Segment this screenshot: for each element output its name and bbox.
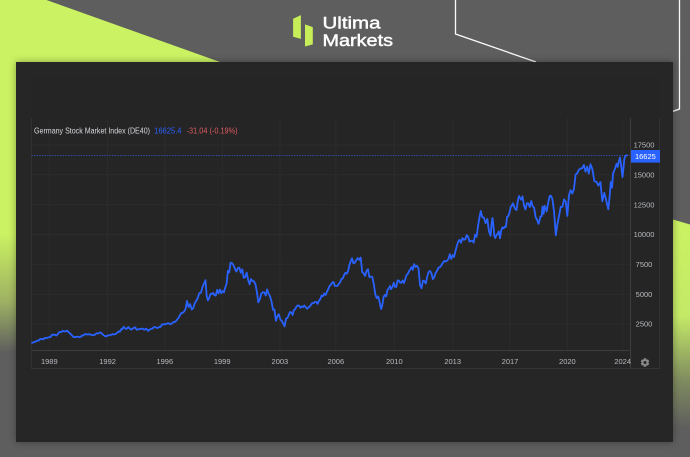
svg-text:1996: 1996 [156,357,173,366]
svg-text:1989: 1989 [41,357,58,366]
svg-text:2017: 2017 [502,357,519,366]
svg-text:Germany Stock Market Index (DE: Germany Stock Market Index (DE40) [34,127,150,136]
svg-text:7500: 7500 [636,260,653,269]
svg-text:2013: 2013 [444,357,461,366]
svg-text:2500: 2500 [636,320,653,329]
svg-text:1992: 1992 [99,357,116,366]
svg-text:2003: 2003 [272,357,289,366]
svg-text:1999: 1999 [214,357,231,366]
svg-text:2020: 2020 [559,357,576,366]
svg-text:12500: 12500 [634,200,655,209]
svg-text:2010: 2010 [386,357,403,366]
svg-text:16625: 16625 [635,152,656,161]
svg-text:2006: 2006 [327,357,344,366]
svg-text:17500: 17500 [634,141,655,150]
svg-text:Markets: Markets [323,32,394,50]
svg-text:15000: 15000 [634,171,655,180]
svg-text:-31.04 (-0.19%): -31.04 (-0.19%) [187,127,238,136]
svg-text:10000: 10000 [634,230,655,239]
svg-text:2024: 2024 [614,357,631,366]
svg-text:16625.4: 16625.4 [154,127,182,136]
svg-text:5000: 5000 [636,290,653,299]
svg-text:Ultima: Ultima [323,15,382,33]
